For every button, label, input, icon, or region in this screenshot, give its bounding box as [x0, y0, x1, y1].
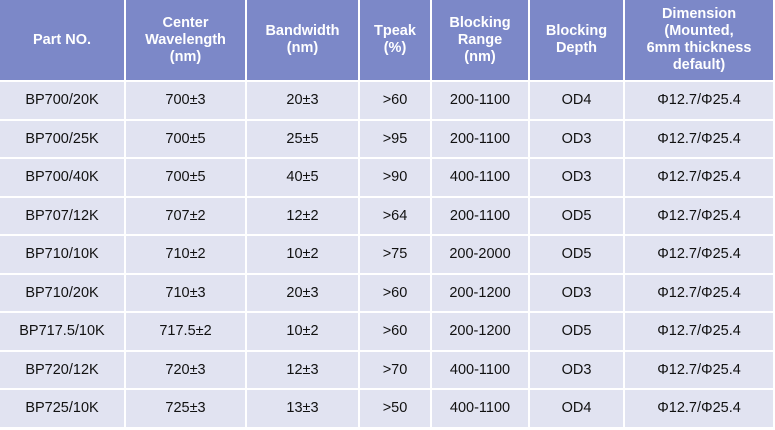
- cell-center-wavelength: 700±5: [126, 159, 245, 196]
- cell-center-wavelength: 707±2: [126, 197, 245, 234]
- cell-center-wavelength: 700±3: [126, 82, 245, 119]
- column-header-bandwidth: Bandwidth (nm): [247, 0, 358, 80]
- cell-bandwidth: 40±5: [247, 159, 358, 196]
- table-row: BP700/20K 700±3 20±3 >60 200-1100 OD4 Φ12.7/Φ2…: [0, 82, 773, 119]
- cell-part-no: BP700/20K: [0, 82, 124, 119]
- cell-blocking-range: 400-1100: [432, 351, 528, 388]
- cell-tpeak: >90: [360, 159, 430, 196]
- cell-center-wavelength: 710±3: [126, 274, 245, 311]
- table-header-row: Part NO. Center Wavelength (nm) Bandwidth …: [0, 0, 773, 80]
- cell-blocking-range: 200-1200: [432, 313, 528, 350]
- cell-tpeak: >60: [360, 313, 430, 350]
- column-header-blocking-range: Blocking Range (nm): [432, 0, 528, 80]
- cell-part-no: BP710/10K: [0, 236, 124, 273]
- cell-part-no: BP720/12K: [0, 351, 124, 388]
- cell-tpeak: >70: [360, 351, 430, 388]
- cell-blocking-range: 200-1100: [432, 120, 528, 157]
- cell-dimension: Φ12.7/Φ25.4: [625, 236, 773, 273]
- table-row: BP700/25K 700±5 25±5 >95 200-1100 OD3 Φ12.7/Φ2…: [0, 120, 773, 157]
- column-header-part-no: Part NO.: [0, 0, 124, 80]
- cell-tpeak: >60: [360, 82, 430, 119]
- cell-blocking-range: 400-1100: [432, 159, 528, 196]
- table-row: BP707/12K 707±2 12±2 >64 200-1100 OD5 Φ12.7/Φ2…: [0, 197, 773, 234]
- cell-blocking-depth: OD5: [530, 313, 623, 350]
- cell-dimension: Φ12.7/Φ25.4: [625, 313, 773, 350]
- cell-part-no: BP700/25K: [0, 120, 124, 157]
- cell-tpeak: >60: [360, 274, 430, 311]
- cell-center-wavelength: 700±5: [126, 120, 245, 157]
- cell-part-no: BP700/40K: [0, 159, 124, 196]
- cell-dimension: Φ12.7/Φ25.4: [625, 197, 773, 234]
- cell-center-wavelength: 720±3: [126, 351, 245, 388]
- cell-dimension: Φ12.7/Φ25.4: [625, 351, 773, 388]
- cell-blocking-range: 200-2000: [432, 236, 528, 273]
- cell-blocking-depth: OD3: [530, 159, 623, 196]
- cell-dimension: Φ12.7/Φ25.4: [625, 120, 773, 157]
- column-header-blocking-depth: Blocking Depth: [530, 0, 623, 80]
- cell-bandwidth: 20±3: [247, 274, 358, 311]
- cell-dimension: Φ12.7/Φ25.4: [625, 159, 773, 196]
- cell-part-no: BP725/10K: [0, 390, 124, 427]
- cell-bandwidth: 25±5: [247, 120, 358, 157]
- cell-bandwidth: 10±2: [247, 313, 358, 350]
- cell-part-no: BP717.5/10K: [0, 313, 124, 350]
- cell-blocking-range: 200-1100: [432, 197, 528, 234]
- cell-blocking-range: 400-1100: [432, 390, 528, 427]
- cell-blocking-depth: OD5: [530, 236, 623, 273]
- cell-blocking-depth: OD4: [530, 82, 623, 119]
- cell-tpeak: >50: [360, 390, 430, 427]
- cell-bandwidth: 12±3: [247, 351, 358, 388]
- cell-dimension: Φ12.7/Φ25.4: [625, 390, 773, 427]
- table-row: BP700/40K 700±5 40±5 >90 400-1100 OD3 Φ12.7/Φ2…: [0, 159, 773, 196]
- cell-tpeak: >95: [360, 120, 430, 157]
- table-row: BP710/20K 710±3 20±3 >60 200-1200 OD3 Φ12.7/Φ2…: [0, 274, 773, 311]
- cell-tpeak: >75: [360, 236, 430, 273]
- cell-part-no: BP710/20K: [0, 274, 124, 311]
- table-row: BP725/10K 725±3 13±3 >50 400-1100 OD4 Φ12.7/Φ2…: [0, 390, 773, 427]
- column-header-tpeak: Tpeak (%): [360, 0, 430, 80]
- cell-center-wavelength: 717.5±2: [126, 313, 245, 350]
- cell-blocking-range: 200-1100: [432, 82, 528, 119]
- cell-blocking-depth: OD3: [530, 120, 623, 157]
- table-row: BP720/12K 720±3 12±3 >70 400-1100 OD3 Φ12.7/Φ2…: [0, 351, 773, 388]
- cell-blocking-depth: OD4: [530, 390, 623, 427]
- cell-blocking-depth: OD5: [530, 197, 623, 234]
- cell-tpeak: >64: [360, 197, 430, 234]
- cell-dimension: Φ12.7/Φ25.4: [625, 274, 773, 311]
- cell-blocking-range: 200-1200: [432, 274, 528, 311]
- cell-center-wavelength: 725±3: [126, 390, 245, 427]
- cell-bandwidth: 12±2: [247, 197, 358, 234]
- cell-bandwidth: 20±3: [247, 82, 358, 119]
- cell-bandwidth: 13±3: [247, 390, 358, 427]
- cell-center-wavelength: 710±2: [126, 236, 245, 273]
- cell-blocking-depth: OD3: [530, 351, 623, 388]
- column-header-dimension: Dimension (Mounted, 6mm thickness defaul…: [625, 0, 773, 80]
- table-row: BP710/10K 710±2 10±2 >75 200-2000 OD5 Φ12.7/Φ2…: [0, 236, 773, 273]
- table-row: BP717.5/10K 717.5±2 10±2 >60 200-1200 OD5 Φ12.…: [0, 313, 773, 350]
- cell-bandwidth: 10±2: [247, 236, 358, 273]
- cell-blocking-depth: OD3: [530, 274, 623, 311]
- column-header-center-wavelength: Center Wavelength (nm): [126, 0, 245, 80]
- cell-dimension: Φ12.7/Φ25.4: [625, 82, 773, 119]
- cell-part-no: BP707/12K: [0, 197, 124, 234]
